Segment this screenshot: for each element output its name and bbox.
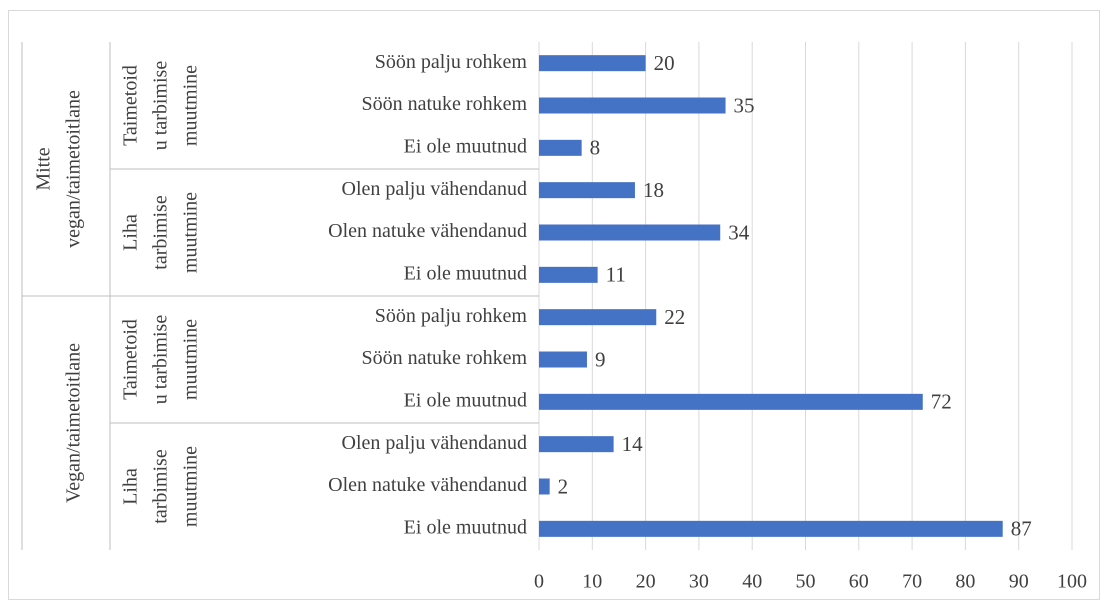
subgroup-label: u tarbimise bbox=[150, 315, 172, 405]
subgroup-label: tarbimise bbox=[150, 195, 172, 270]
subgroup-label: Liha bbox=[120, 214, 142, 251]
bar bbox=[539, 436, 614, 453]
subgroup-label: tarbimise bbox=[150, 449, 172, 524]
bar bbox=[539, 478, 550, 495]
bar bbox=[539, 97, 726, 114]
data-label: 18 bbox=[643, 178, 664, 202]
subgroup-label: Taimetoid bbox=[120, 319, 142, 400]
subgroup-label: u tarbimise bbox=[150, 61, 172, 151]
x-tick-label: 90 bbox=[1009, 571, 1029, 593]
x-tick-label: 50 bbox=[796, 571, 816, 593]
subgroup-label: Liha bbox=[120, 468, 142, 505]
data-label: 9 bbox=[595, 347, 606, 371]
y-tick-label: Söön palju rohkem bbox=[375, 305, 528, 327]
subgroup-label: muutmine bbox=[180, 192, 202, 273]
data-label: 34 bbox=[728, 220, 750, 244]
bar bbox=[539, 224, 721, 241]
bar bbox=[539, 520, 1003, 537]
group-label: Mitte bbox=[33, 147, 55, 190]
bar bbox=[539, 351, 587, 368]
y-tick-label: Ei ole muutnud bbox=[404, 135, 527, 157]
x-tick-label: 40 bbox=[742, 571, 762, 593]
y-tick-label: Olen natuke vähendanud bbox=[328, 474, 527, 496]
y-tick-label: Olen palju vähendanud bbox=[342, 432, 528, 454]
bar bbox=[539, 309, 657, 326]
y-tick-label: Söön natuke rohkem bbox=[361, 347, 527, 369]
bar bbox=[539, 182, 635, 199]
data-label: 20 bbox=[654, 51, 675, 75]
data-label: 87 bbox=[1011, 517, 1032, 541]
subgroup-label: muutmine bbox=[180, 319, 202, 400]
group-label: Vegan/taimetoitlane bbox=[63, 343, 85, 503]
bar bbox=[539, 393, 923, 410]
x-tick-label: 100 bbox=[1057, 571, 1087, 593]
x-tick-label: 80 bbox=[955, 571, 975, 593]
data-label: 35 bbox=[734, 93, 755, 117]
x-tick-label: 70 bbox=[902, 571, 922, 593]
bar bbox=[539, 139, 582, 156]
x-tick-label: 60 bbox=[849, 571, 869, 593]
x-tick-label: 20 bbox=[636, 571, 656, 593]
subgroup-label: muutmine bbox=[180, 65, 202, 146]
y-tick-label: Ei ole muutnud bbox=[404, 516, 527, 538]
data-label: 22 bbox=[664, 305, 685, 329]
data-label: 2 bbox=[558, 474, 569, 498]
x-tick-label: 10 bbox=[582, 571, 602, 593]
data-label: 72 bbox=[931, 390, 952, 414]
x-tick-label: 30 bbox=[689, 571, 709, 593]
y-tick-label: Ei ole muutnud bbox=[404, 262, 527, 284]
y-tick-label: Olen palju vähendanud bbox=[342, 178, 528, 200]
group-label: vegan/taimetoitlane bbox=[63, 90, 85, 248]
subgroup-label: Taimetoid bbox=[120, 65, 142, 146]
subgroup-label: muutmine bbox=[180, 446, 202, 527]
data-label: 14 bbox=[622, 432, 644, 456]
y-tick-label: Olen natuke vähendanud bbox=[328, 220, 527, 242]
data-label: 11 bbox=[606, 263, 626, 287]
x-tick-label: 0 bbox=[534, 571, 544, 593]
bar bbox=[539, 55, 646, 72]
y-tick-label: Söön palju rohkem bbox=[375, 51, 528, 73]
data-label: 8 bbox=[590, 136, 601, 160]
y-tick-label: Ei ole muutnud bbox=[404, 389, 527, 411]
y-tick-label: Söön natuke rohkem bbox=[361, 93, 527, 115]
bar bbox=[539, 266, 598, 283]
